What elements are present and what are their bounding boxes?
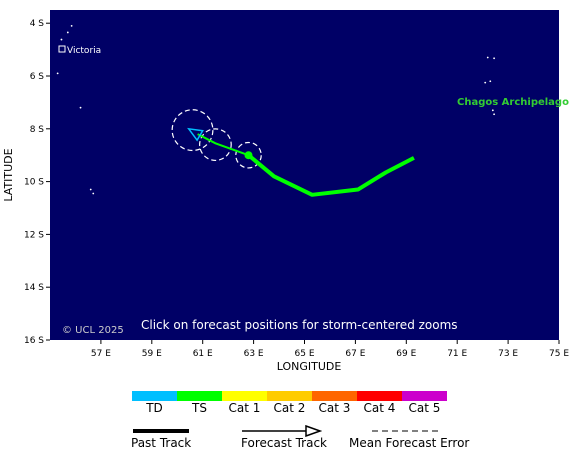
- x-tick-label: 63 E: [244, 349, 264, 359]
- copyright-label: © UCL 2025: [62, 325, 124, 336]
- ocean-background[interactable]: [50, 10, 559, 340]
- forecast-track-line: [197, 133, 249, 157]
- past-track-label: Past Track: [131, 436, 192, 450]
- y-tick-label: 16 S: [24, 336, 44, 346]
- island-dot: [79, 106, 82, 109]
- y-tick-label: 10 S: [24, 178, 44, 188]
- intensity-swatch: [402, 391, 447, 401]
- forecast-error-circle[interactable]: [235, 141, 262, 169]
- intensity-swatch: [357, 391, 402, 401]
- storm-track-map: Victoria Chagos Archipelago © UCL 2025 C…: [2, 10, 569, 373]
- forecast-track-arrow-icon: [242, 425, 322, 437]
- island-dot: [70, 24, 73, 27]
- victoria-marker: [58, 45, 66, 53]
- island-dot: [56, 72, 59, 75]
- island-dot: [493, 57, 496, 60]
- intensity-label: TD: [146, 401, 163, 415]
- island-dot: [66, 31, 69, 34]
- y-axis: 4 S 6 S 8 S 10 S 12 S 14 S 16 S: [24, 19, 50, 346]
- island-dot: [89, 188, 92, 191]
- intensity-swatch: [267, 391, 312, 401]
- y-axis-title: LATITUDE: [2, 148, 15, 201]
- x-tick-label: 59 E: [142, 349, 162, 359]
- y-tick-label: 4 S: [30, 19, 45, 29]
- island-dot: [491, 109, 494, 112]
- forecast-track-label: Forecast Track: [241, 436, 327, 450]
- x-tick-label: 71 E: [447, 349, 467, 359]
- x-tick-label: 61 E: [193, 349, 213, 359]
- intensity-label: TS: [192, 401, 207, 415]
- past-track-swatch: [133, 429, 189, 433]
- victoria-label: Victoria: [67, 46, 101, 56]
- track-layer: [187, 127, 415, 197]
- island-dot: [60, 38, 63, 41]
- intensity-label: Cat 1: [228, 401, 261, 415]
- past-track-line: [247, 153, 415, 197]
- legend: TD TS Cat 1 Cat 2 Cat 3 Cat 4 Cat 5 Past Track…: [0, 388, 580, 460]
- chagos-archipelago-label: Chagos Archipelago: [457, 97, 569, 108]
- current-position-marker[interactable]: [244, 151, 253, 160]
- island-dot: [493, 113, 496, 116]
- x-tick-label: 73 E: [498, 349, 518, 359]
- intensity-label: Cat 4: [363, 401, 396, 415]
- intensity-label: Cat 3: [318, 401, 351, 415]
- y-tick-label: 12 S: [24, 230, 44, 240]
- y-tick-label: 14 S: [24, 283, 44, 293]
- x-axis-title: LONGITUDE: [277, 360, 342, 373]
- intensity-label: Cat 5: [408, 401, 441, 415]
- mean-error-swatch: [372, 430, 438, 432]
- island-dot: [486, 56, 489, 59]
- y-tick-label: 8 S: [30, 125, 45, 135]
- x-tick-label: 65 E: [295, 349, 315, 359]
- island-dot: [92, 192, 95, 195]
- x-tick-label: 69 E: [396, 349, 416, 359]
- intensity-swatch: [177, 391, 222, 401]
- intensity-swatch: [222, 391, 267, 401]
- island-dot: [489, 80, 492, 83]
- x-tick-label: 57 E: [91, 349, 111, 359]
- island-dot: [484, 81, 487, 84]
- intensity-label: Cat 2: [273, 401, 306, 415]
- x-tick-label: 67 E: [345, 349, 365, 359]
- instruction-text: Click on forecast positions for storm-ce…: [141, 318, 458, 332]
- mean-forecast-error-label: Mean Forecast Error: [349, 436, 470, 450]
- islands-layer: [56, 24, 496, 195]
- forecast-error-circle[interactable]: [171, 109, 214, 152]
- y-tick-label: 6 S: [30, 72, 45, 82]
- forecast-arrow-icon: [187, 127, 204, 142]
- x-tick-label: 75 E: [549, 349, 569, 359]
- x-axis: 57 E 59 E 61 E 63 E 65 E 67 E 69 E 71 E 73 E 75 E: [91, 340, 569, 359]
- error-circles-layer: [171, 109, 262, 169]
- intensity-swatch: [312, 391, 357, 401]
- intensity-swatch: [132, 391, 177, 401]
- forecast-error-circle[interactable]: [199, 128, 232, 162]
